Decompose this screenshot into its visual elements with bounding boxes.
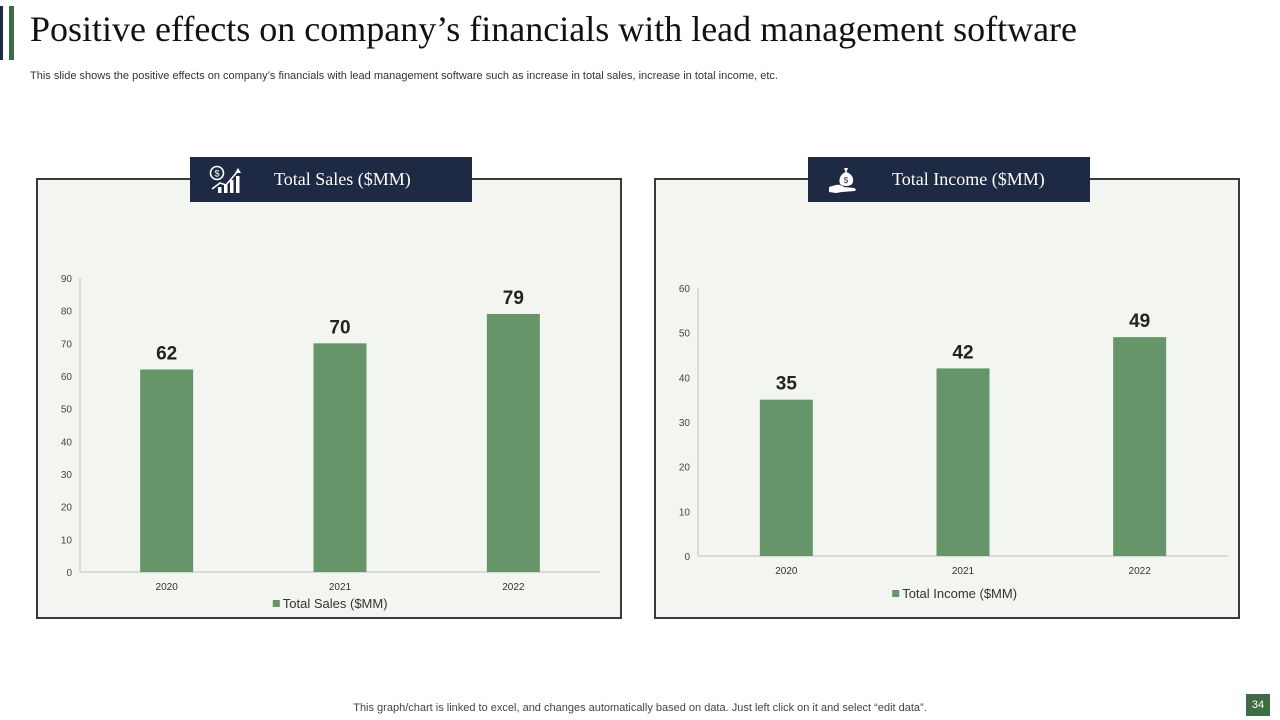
y-tick-label: 40 [679, 373, 691, 384]
legend-label: Total Sales ($MM) [283, 596, 388, 611]
money-bag-hand-icon: $ [824, 163, 864, 197]
legend-label: Total Income ($MM) [902, 586, 1017, 601]
y-tick-label: 0 [684, 552, 690, 563]
y-tick-label: 50 [61, 405, 73, 416]
y-tick-label: 90 [61, 274, 73, 285]
data-label: 49 [1129, 311, 1150, 332]
accent-stripe-dark [0, 6, 3, 60]
slide-title: Positive effects on company’s financials… [30, 9, 1078, 49]
legend-swatch [892, 590, 900, 597]
data-label: 62 [156, 343, 177, 364]
bar-2020 [759, 399, 813, 556]
bar-2021 [936, 368, 990, 556]
y-tick-label: 20 [679, 463, 691, 474]
x-tick-label: 2021 [952, 566, 975, 577]
total-income-header: $ Total Income ($MM) [808, 157, 1090, 202]
y-tick-label: 0 [66, 568, 72, 579]
y-tick-label: 70 [61, 339, 73, 350]
y-tick-label: 60 [679, 284, 691, 295]
x-tick-label: 2020 [156, 582, 179, 593]
y-tick-label: 60 [61, 372, 73, 383]
data-label: 79 [503, 288, 524, 309]
total-income-chart[interactable]: 0 10 20 30 40 50 60 35 2020 42 2021 49 2022 Total Inc… [656, 180, 1238, 617]
y-tick-label: 30 [679, 418, 691, 429]
accent-stripe-green [9, 6, 14, 60]
x-tick-label: 2021 [329, 582, 352, 593]
total-sales-header: $ Total Sales ($MM) [190, 157, 472, 202]
y-tick-label: 20 [61, 503, 73, 514]
x-tick-label: 2022 [1129, 566, 1152, 577]
x-tick-label: 2022 [502, 582, 525, 593]
dollar-growth-chart-icon: $ [206, 163, 246, 197]
x-tick-label: 2020 [775, 566, 798, 577]
y-tick-label: 30 [61, 470, 73, 481]
svg-text:$: $ [844, 176, 849, 185]
svg-text:$: $ [214, 168, 219, 178]
title-accent-bar [0, 6, 14, 60]
y-tick-label: 10 [679, 507, 691, 518]
page-number: 34 [1246, 694, 1270, 716]
legend-swatch [272, 600, 280, 607]
total-sales-header-label: Total Sales ($MM) [274, 169, 411, 189]
bar-2022 [486, 313, 540, 572]
total-income-header-label: Total Income ($MM) [892, 169, 1045, 189]
data-label: 35 [776, 374, 798, 395]
total-sales-chart[interactable]: 0 10 20 30 40 50 60 70 80 90 62 2020 70 2021 79 2022 Tot… [38, 180, 620, 617]
total-sales-panel: 0 10 20 30 40 50 60 70 80 90 62 2020 70 2021 79 2022 Tot… [36, 178, 622, 619]
bar-2021 [313, 343, 367, 572]
total-income-panel: 0 10 20 30 40 50 60 35 2020 42 2021 49 2022 Total Inc… [654, 178, 1240, 619]
slide-subtitle: This slide shows the positive effects on… [30, 70, 778, 82]
bar-2020 [140, 369, 194, 572]
y-tick-label: 80 [61, 307, 73, 318]
data-label: 42 [952, 342, 973, 363]
footer-note: This graph/chart is linked to excel, and… [353, 702, 927, 714]
bar-2022 [1113, 337, 1167, 556]
y-tick-label: 40 [61, 437, 73, 448]
y-tick-label: 10 [61, 535, 73, 546]
data-label: 70 [329, 317, 350, 338]
y-tick-label: 50 [679, 329, 691, 340]
